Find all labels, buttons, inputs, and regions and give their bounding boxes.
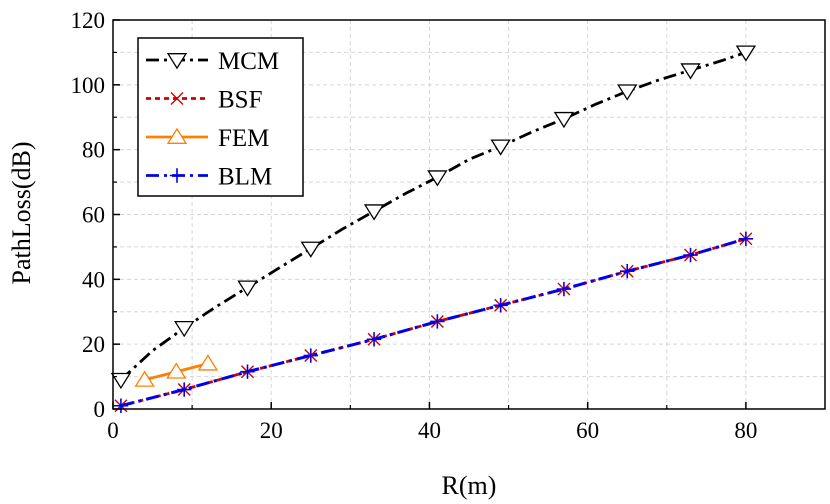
data-point-mcm [300, 241, 321, 258]
data-point-blm [493, 298, 508, 313]
legend-marker-mcm [166, 53, 188, 70]
y-tick-label: 100 [71, 73, 106, 98]
legend-item-blm: BLM [146, 164, 272, 191]
axes-ticks: 0 20 40 60 80 0 20 40 60 80 100 120 [71, 8, 758, 443]
x-tick-label: 80 [734, 418, 757, 443]
legend-label-fem: FEM [218, 125, 269, 152]
series-mcm [110, 45, 757, 390]
legend-label-bsf: BSF [218, 87, 262, 114]
data-point-fem [134, 370, 155, 387]
data-point-mcm [110, 372, 132, 390]
data-point-mcm [363, 204, 385, 221]
data-point-mcm [680, 63, 701, 80]
legend-label-mcm: MCM [218, 48, 279, 75]
data-point-blm [683, 247, 698, 263]
data-point-fem [197, 354, 219, 371]
data-point-mcm [735, 45, 757, 62]
x-axis-label: R(m) [442, 471, 497, 500]
data-point-blm [366, 332, 382, 347]
legend-label-blm: BLM [218, 164, 272, 191]
x-tick-label: 0 [107, 418, 119, 443]
legend-item-mcm: MCM [146, 48, 279, 75]
data-point-mcm [427, 170, 448, 187]
data-point-mcm [553, 111, 575, 129]
x-tick-label: 60 [576, 418, 599, 443]
data-point-blm [556, 281, 572, 297]
data-point-mcm [617, 84, 638, 101]
legend-marker-fem [166, 127, 188, 144]
legend-marker-blm [169, 168, 185, 183]
data-point-blm [738, 231, 754, 247]
data-point-fem [166, 362, 187, 379]
y-tick-label: 80 [82, 138, 105, 163]
series-blm [113, 231, 754, 413]
data-point-blm [430, 314, 445, 329]
data-point-blm [113, 398, 129, 413]
data-point-blm [620, 264, 635, 279]
y-tick-label: 0 [94, 397, 106, 422]
data-point-mcm [174, 321, 195, 338]
x-tick-label: 20 [260, 418, 283, 443]
legend-item-bsf: BSF [146, 87, 262, 114]
series-line-blm [120, 237, 747, 408]
y-axis-label: PathLoss(dB) [7, 142, 36, 285]
data-point-mcm [237, 280, 258, 297]
data-point-blm [177, 382, 192, 397]
series-fem [134, 354, 219, 387]
y-tick-label: 120 [71, 8, 106, 33]
y-tick-label: 60 [82, 203, 105, 228]
legend-box [137, 37, 304, 197]
x-tick-label: 40 [418, 418, 441, 443]
series-layer [110, 45, 757, 413]
y-tick-label: 40 [82, 267, 105, 292]
data-point-mcm [490, 139, 511, 156]
y-tick-label: 20 [82, 332, 105, 357]
legend-item-fem: FEM [146, 125, 269, 152]
data-point-blm [240, 364, 255, 379]
data-point-blm [303, 348, 318, 363]
legend: MCM BSF FEM BLM [137, 37, 304, 197]
legend-marker-bsf [170, 92, 184, 105]
